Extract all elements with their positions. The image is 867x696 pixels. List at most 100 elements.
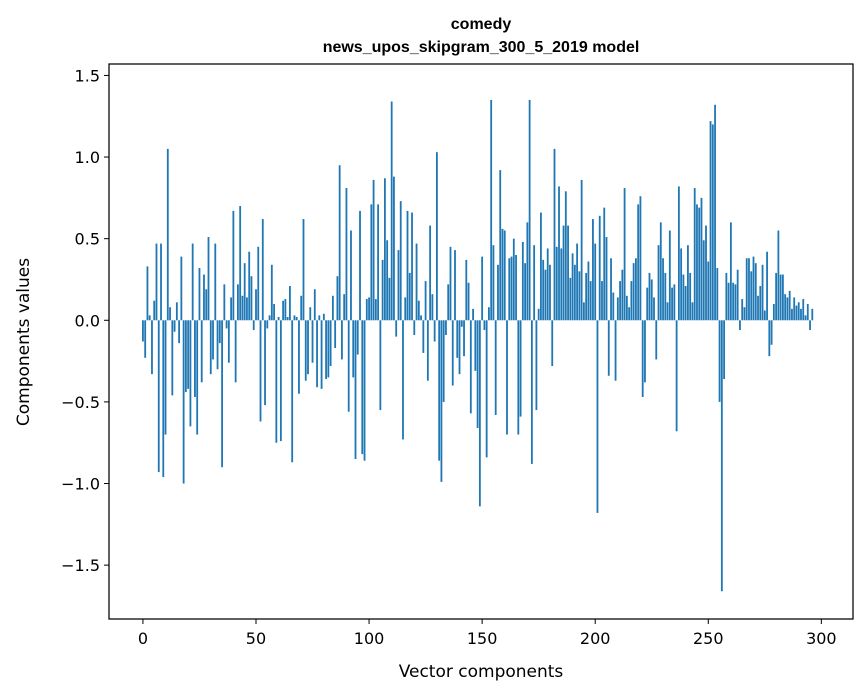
bar bbox=[289, 286, 291, 321]
bar bbox=[761, 264, 764, 321]
bar bbox=[359, 210, 361, 321]
bar bbox=[517, 320, 520, 435]
bar bbox=[232, 210, 235, 321]
bar bbox=[736, 269, 739, 321]
bar bbox=[571, 253, 574, 321]
bar bbox=[270, 264, 273, 321]
bar bbox=[646, 287, 649, 321]
y-tick-label: −1.5 bbox=[61, 556, 100, 575]
bar bbox=[657, 245, 660, 321]
bar bbox=[153, 300, 156, 321]
bar bbox=[682, 274, 685, 321]
bar bbox=[757, 295, 759, 321]
bar bbox=[804, 315, 807, 321]
bar bbox=[142, 320, 144, 342]
bar bbox=[650, 279, 653, 321]
bar bbox=[250, 276, 253, 321]
bar bbox=[745, 258, 748, 321]
bar bbox=[354, 320, 357, 460]
bar bbox=[438, 320, 441, 461]
bar bbox=[386, 240, 389, 321]
bar bbox=[648, 272, 651, 321]
bar bbox=[374, 299, 377, 321]
bar bbox=[390, 101, 393, 321]
bar bbox=[454, 250, 456, 321]
bar bbox=[569, 277, 572, 321]
y-tick-label: 0.5 bbox=[75, 230, 100, 249]
bar bbox=[709, 121, 712, 321]
bar bbox=[644, 320, 646, 383]
bar bbox=[155, 243, 158, 321]
bar bbox=[750, 271, 753, 321]
bar bbox=[664, 272, 667, 321]
bar bbox=[619, 281, 621, 321]
bar bbox=[341, 320, 343, 360]
bar bbox=[623, 188, 626, 321]
bar bbox=[492, 245, 495, 321]
bar bbox=[732, 282, 735, 321]
bar bbox=[293, 315, 296, 321]
chart-title: comedy bbox=[451, 16, 512, 33]
bar bbox=[309, 307, 312, 321]
bar bbox=[383, 178, 386, 321]
y-tick-label: 0.0 bbox=[75, 311, 100, 330]
bar bbox=[809, 320, 811, 331]
bar bbox=[460, 320, 463, 327]
bar bbox=[417, 300, 420, 321]
bar bbox=[426, 320, 429, 381]
bar bbox=[216, 320, 219, 370]
bar bbox=[248, 251, 251, 321]
bar bbox=[542, 259, 545, 321]
bar bbox=[178, 320, 181, 344]
bar bbox=[476, 320, 479, 429]
bar bbox=[587, 261, 590, 321]
bar bbox=[336, 276, 339, 321]
bar bbox=[320, 320, 323, 389]
bar bbox=[684, 286, 687, 321]
y-axis-label: Components values bbox=[14, 258, 34, 426]
bar bbox=[275, 320, 278, 443]
bar bbox=[175, 302, 178, 321]
bar bbox=[503, 230, 506, 321]
bar bbox=[573, 264, 576, 321]
bar bbox=[463, 320, 465, 357]
bar bbox=[748, 258, 750, 321]
x-tick-label: 250 bbox=[693, 629, 724, 648]
bar bbox=[752, 256, 755, 321]
bar bbox=[171, 320, 174, 396]
bar bbox=[420, 315, 422, 321]
bar bbox=[578, 271, 581, 321]
bar bbox=[162, 320, 165, 477]
bar bbox=[666, 302, 669, 321]
x-axis-label: Vector components bbox=[399, 662, 564, 682]
bar bbox=[436, 152, 438, 321]
bar bbox=[261, 219, 264, 321]
bar bbox=[282, 300, 285, 321]
bar bbox=[478, 320, 481, 507]
bar bbox=[302, 219, 305, 321]
bar bbox=[445, 320, 447, 335]
y-tick-label: −0.5 bbox=[61, 393, 100, 412]
bar bbox=[811, 308, 814, 321]
bar bbox=[499, 170, 502, 321]
bar bbox=[259, 320, 262, 422]
bar bbox=[533, 245, 536, 321]
bar bbox=[589, 281, 592, 321]
bar bbox=[273, 303, 275, 321]
bar bbox=[723, 320, 726, 380]
bar bbox=[209, 320, 212, 375]
bar bbox=[603, 207, 606, 321]
bar bbox=[451, 320, 454, 386]
bar bbox=[612, 292, 615, 321]
bar bbox=[526, 222, 529, 321]
y-axis-ticks: −1.5 −1.0 −0.5 0.0 0.5 1.0 1.5 bbox=[61, 66, 109, 575]
bar bbox=[284, 299, 287, 321]
bar bbox=[625, 295, 628, 321]
bar bbox=[592, 219, 594, 321]
bar bbox=[255, 289, 257, 321]
bar bbox=[540, 212, 542, 321]
bar bbox=[266, 320, 269, 329]
bar bbox=[214, 243, 217, 321]
bar bbox=[212, 320, 214, 360]
bar bbox=[365, 299, 368, 321]
